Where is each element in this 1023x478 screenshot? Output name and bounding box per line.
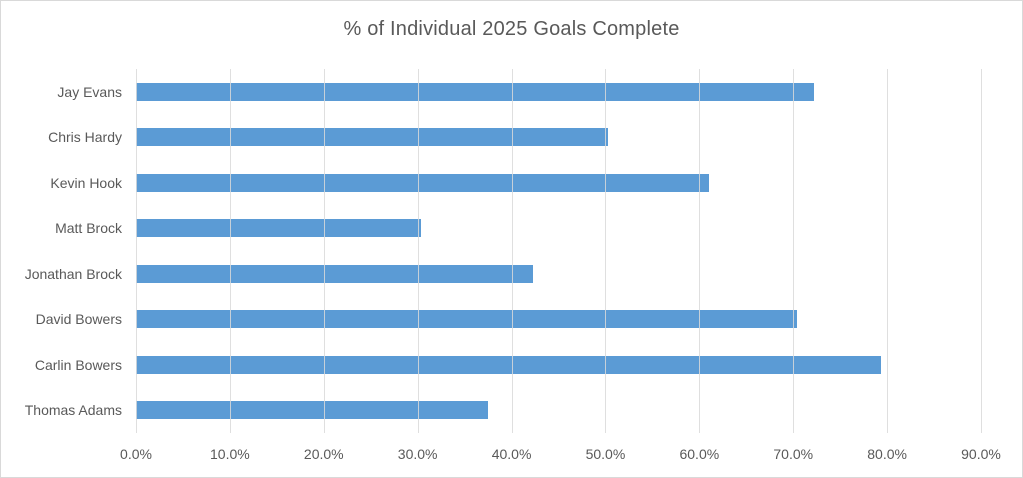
bar-jay-evans bbox=[136, 82, 814, 101]
x-axis-tick-label: 20.0% bbox=[303, 446, 344, 462]
x-axis-tick-label: 30.0% bbox=[397, 446, 438, 462]
bar-kevin-hook bbox=[136, 173, 709, 192]
x-axis-tick-label: 80.0% bbox=[867, 446, 907, 462]
x-axis-tick-label: 60.0% bbox=[679, 446, 720, 462]
x-axis-tick-label: 10.0% bbox=[210, 446, 250, 462]
bar-matt-brock bbox=[136, 219, 422, 238]
y-axis-category-label: Carlin Bowers bbox=[34, 356, 122, 373]
gridline bbox=[793, 69, 795, 433]
gridline bbox=[323, 69, 325, 433]
gridline bbox=[511, 69, 513, 433]
x-axis-tick-label: 50.0% bbox=[585, 446, 626, 462]
gridline bbox=[417, 69, 419, 433]
y-axis-category-label: Kevin Hook bbox=[50, 174, 122, 191]
gridline bbox=[605, 69, 607, 433]
gridline bbox=[229, 69, 231, 433]
y-axis-category-label: Jay Evans bbox=[57, 83, 122, 100]
bar-jonathan-brock bbox=[136, 264, 534, 283]
y-axis-category-label: Jonathan Brock bbox=[24, 265, 122, 282]
x-axis-tick-label: 90.0% bbox=[961, 446, 1001, 462]
y-axis-category-label: Matt Brock bbox=[55, 220, 122, 237]
bar-thomas-adams bbox=[136, 401, 489, 420]
x-axis-tick-label: 40.0% bbox=[491, 446, 532, 462]
gridline bbox=[136, 69, 137, 433]
plot-area bbox=[136, 69, 982, 433]
y-axis-category-label: Chris Hardy bbox=[48, 129, 122, 146]
gridline bbox=[699, 69, 701, 433]
chart-title: % of Individual 2025 Goals Complete bbox=[343, 18, 680, 40]
bar-david-bowers bbox=[136, 310, 797, 329]
x-axis-tick-label: 70.0% bbox=[773, 446, 814, 462]
gridline bbox=[981, 69, 982, 433]
y-axis-category-label: Thomas Adams bbox=[24, 402, 122, 419]
x-axis-tick-label: 0.0% bbox=[120, 446, 152, 462]
y-axis-category-label: David Bowers bbox=[35, 311, 122, 328]
bar-chris-hardy bbox=[136, 128, 609, 147]
gridline bbox=[887, 69, 889, 433]
bar-carlin-bowers bbox=[136, 355, 881, 374]
